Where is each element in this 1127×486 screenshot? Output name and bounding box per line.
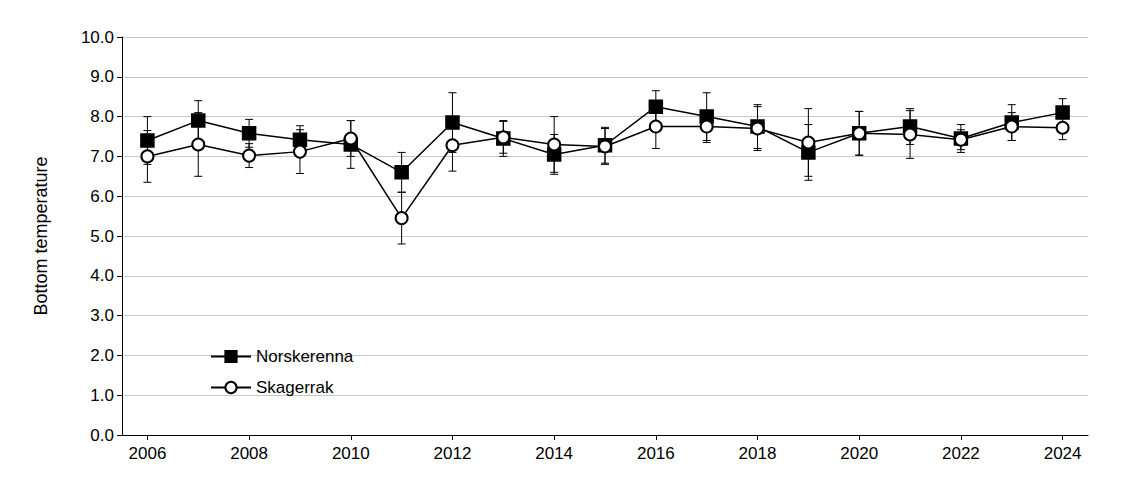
svg-text:Norskerenna: Norskerenna	[256, 347, 354, 366]
svg-text:5.0: 5.0	[90, 227, 114, 246]
svg-text:4.0: 4.0	[90, 266, 114, 285]
svg-text:0.0: 0.0	[90, 426, 114, 445]
svg-text:2016: 2016	[637, 444, 675, 463]
svg-text:7.0: 7.0	[90, 147, 114, 166]
svg-text:Bottom temperature: Bottom temperature	[31, 156, 51, 315]
svg-text:10.0: 10.0	[81, 28, 114, 47]
svg-text:2012: 2012	[434, 444, 472, 463]
svg-text:2022: 2022	[942, 444, 980, 463]
svg-text:3.0: 3.0	[90, 306, 114, 325]
svg-text:2018: 2018	[739, 444, 777, 463]
svg-text:1.0: 1.0	[90, 386, 114, 405]
svg-text:8.0: 8.0	[90, 107, 114, 126]
svg-text:2024: 2024	[1044, 444, 1082, 463]
svg-text:2006: 2006	[129, 444, 167, 463]
svg-text:Skagerrak: Skagerrak	[256, 378, 334, 397]
svg-text:9.0: 9.0	[90, 67, 114, 86]
svg-text:2010: 2010	[332, 444, 370, 463]
svg-text:2008: 2008	[230, 444, 268, 463]
svg-text:6.0: 6.0	[90, 187, 114, 206]
svg-text:2014: 2014	[535, 444, 573, 463]
svg-text:2.0: 2.0	[90, 346, 114, 365]
svg-text:2020: 2020	[840, 444, 878, 463]
